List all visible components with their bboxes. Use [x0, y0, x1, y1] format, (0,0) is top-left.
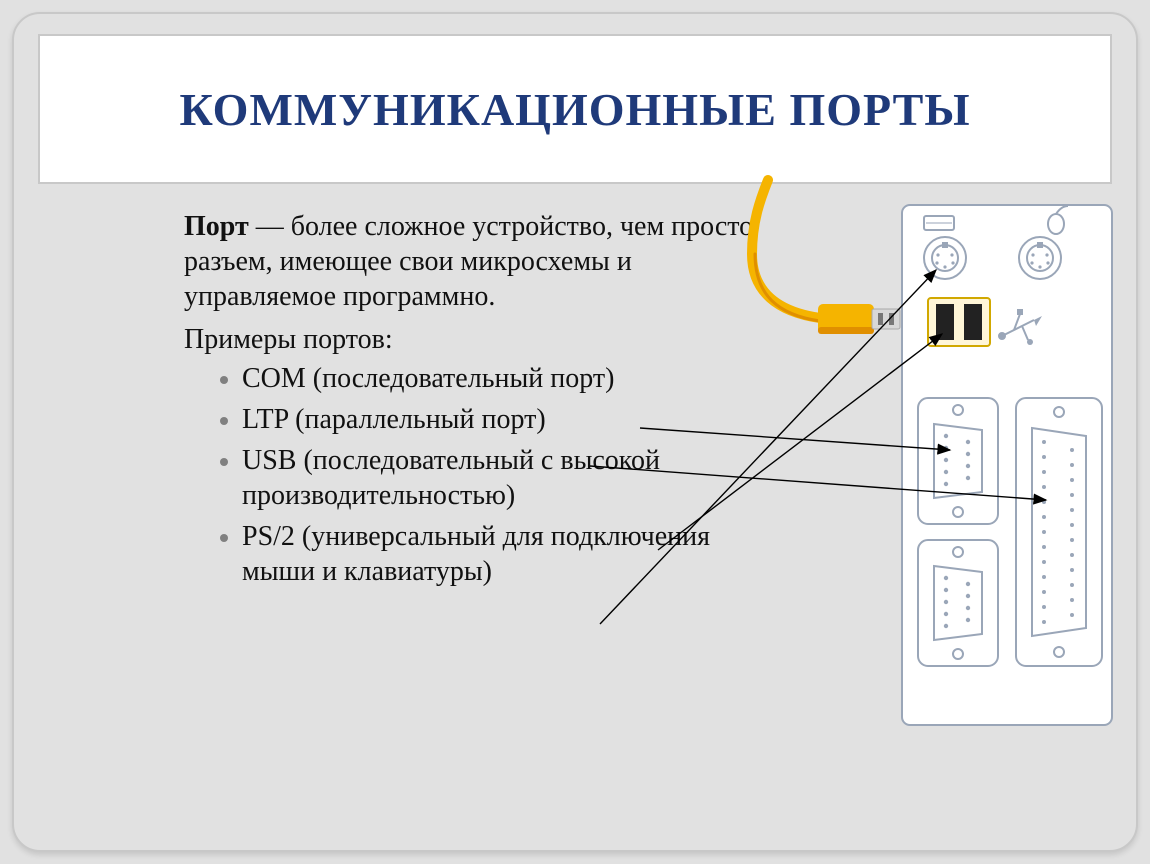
definition-term: Порт	[184, 211, 249, 242]
content-block: Порт — более сложное устройство, чем про…	[184, 209, 776, 790]
examples-label: Примеры портов:	[184, 322, 776, 357]
definition-body: — более сложное устройство, чем просто р…	[184, 211, 753, 312]
slide-title: КОММУНИКАЦИОННЫЕ ПОРТЫ	[179, 83, 970, 136]
definition: Порт — более сложное устройство, чем про…	[184, 209, 776, 314]
slide-frame: КОММУНИКАЦИОННЫЕ ПОРТЫ Порт — более слож…	[12, 12, 1138, 852]
title-container: КОММУНИКАЦИОННЫЕ ПОРТЫ	[38, 34, 1112, 184]
port-item-ltp: LTP (параллельный порт)	[220, 402, 776, 437]
port-item-ps2: PS/2 (универсальный для подключения мыши…	[220, 519, 776, 589]
port-item-com: COM (последовательный порт)	[220, 361, 776, 396]
port-item-usb: USB (последовательный с высокой производ…	[220, 443, 776, 513]
ports-list: COM (последовательный порт) LTP (паралле…	[220, 361, 776, 589]
